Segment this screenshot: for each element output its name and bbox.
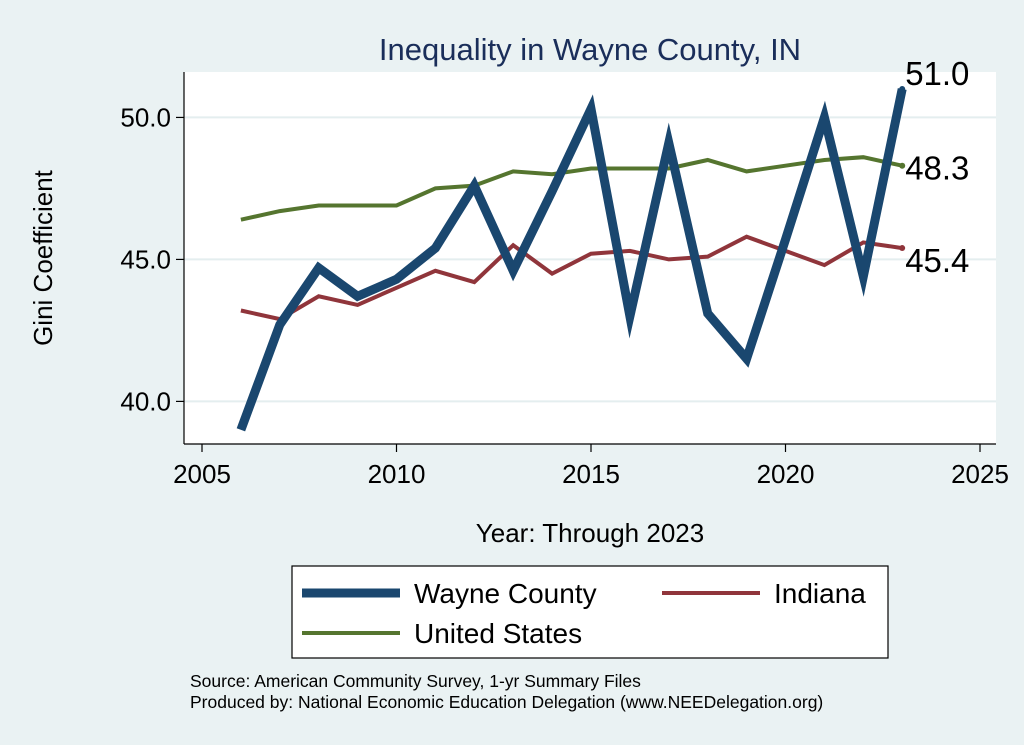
- y-tick-label-2: 50.0: [120, 102, 171, 132]
- x-tick-label-4: 2025: [951, 459, 1009, 489]
- series-line-wayne-county: [236, 88, 907, 432]
- source-line-1: Source: American Community Survey, 1-yr …: [190, 671, 641, 691]
- end-label-indiana: 45.4: [905, 242, 969, 279]
- end-label-wayne-county: 51.0: [905, 55, 969, 92]
- x-tick-label-3: 2020: [757, 459, 815, 489]
- legend-label-united-states: United States: [414, 618, 582, 649]
- y-axis-title: Gini Coefficient: [28, 169, 58, 346]
- y-axis-ticks: 40.0 45.0 50.0: [120, 102, 184, 416]
- series-group: [236, 86, 907, 432]
- series-line-indiana: [240, 234, 903, 322]
- end-labels: 51.0 45.4 48.3: [905, 55, 969, 279]
- x-tick-label-0: 2005: [173, 459, 231, 489]
- chart-title: Inequality in Wayne County, IN: [379, 32, 801, 67]
- x-tick-label-1: 2010: [368, 459, 426, 489]
- y-tick-label-0: 40.0: [120, 386, 171, 416]
- end-label-united-states: 48.3: [905, 150, 969, 187]
- series-endpoint-wayne-county: [899, 86, 906, 93]
- x-tick-label-2: 2015: [562, 459, 620, 489]
- legend-label-indiana: Indiana: [774, 578, 866, 609]
- legend: Wayne County Indiana United States: [302, 578, 866, 649]
- series-endpoint-indiana: [899, 245, 906, 252]
- legend-label-wayne-county: Wayne County: [414, 578, 597, 609]
- x-axis-ticks: 2005 2010 2015 2020 2025: [173, 444, 1009, 489]
- x-axis-title: Year: Through 2023: [476, 518, 704, 548]
- series-line-united-states: [240, 155, 903, 222]
- source-line-2: Produced by: National Economic Education…: [190, 692, 823, 712]
- series-endpoint-united-states: [899, 162, 906, 169]
- legend-box: [291, 565, 889, 659]
- y-tick-label-1: 45.0: [120, 244, 171, 274]
